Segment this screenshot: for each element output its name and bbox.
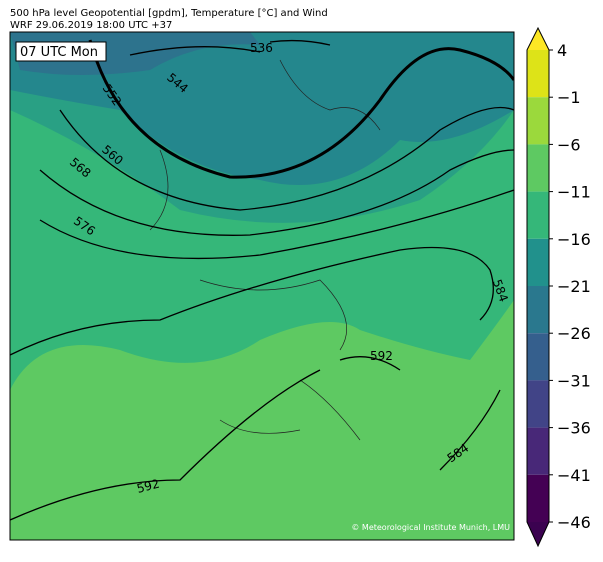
colorbar-segment — [527, 191, 549, 239]
colorbar-tick-label: −11 — [557, 183, 591, 202]
time-label: 07 UTC Mon — [20, 45, 98, 60]
colorbar-tick-label: −21 — [557, 277, 591, 296]
colorbar-tick-label: −16 — [557, 230, 591, 249]
map: 536 544 552 560 568 576 584 592 584 592 … — [9, 31, 515, 541]
colorbar: 4 −1 −6 −11 −16 −21 −26 −31 −36 −41 −46 — [526, 26, 591, 548]
colorbar-tick-label: −1 — [557, 88, 581, 107]
contour — [269, 39, 331, 46]
contour — [10, 369, 501, 521]
contour-label: 592 — [370, 349, 393, 363]
colorbar-under — [527, 522, 549, 546]
colorbar-segment — [527, 286, 549, 334]
contour-label: 536 — [250, 41, 273, 55]
colorbar-tick-label: −31 — [557, 371, 591, 390]
colorbar-tick-label: 4 — [557, 41, 567, 60]
colorbar-segment — [527, 333, 549, 381]
colorbar-segment — [527, 427, 549, 475]
contour-label: 592 — [135, 476, 161, 495]
colorbar-segment — [527, 50, 549, 98]
teal-region — [10, 32, 514, 223]
colorbar-segment — [527, 380, 549, 428]
contour — [39, 189, 514, 260]
time-box — [15, 41, 107, 62]
colorbar-segment — [527, 144, 549, 192]
colorbar-tick-label: −41 — [557, 466, 591, 485]
title: 500 hPa level Geopotential [gpdm], Tempe… — [10, 8, 328, 19]
contour — [129, 46, 261, 56]
contour — [59, 106, 514, 211]
colorbar-segment — [527, 238, 549, 286]
warm-region — [10, 300, 514, 540]
credit: © Meteorological Institute Munich, LMU — [351, 523, 510, 532]
colorbar-tick-label: −26 — [557, 324, 591, 343]
colorbar-over — [527, 28, 549, 50]
colorbar-segment — [527, 474, 549, 522]
colorbar-segment — [527, 97, 549, 145]
contour — [88, 39, 514, 179]
subtitle: WRF 29.06.2019 18:00 UTC +37 — [10, 20, 172, 31]
colorbar-tick-label: −6 — [557, 135, 581, 154]
map-frame — [9, 31, 515, 541]
contour — [339, 356, 401, 371]
colorbar-tick-label: −46 — [557, 513, 591, 532]
colorbar-tick-label: −36 — [557, 419, 591, 438]
contour — [10, 246, 494, 356]
contour — [39, 149, 514, 236]
